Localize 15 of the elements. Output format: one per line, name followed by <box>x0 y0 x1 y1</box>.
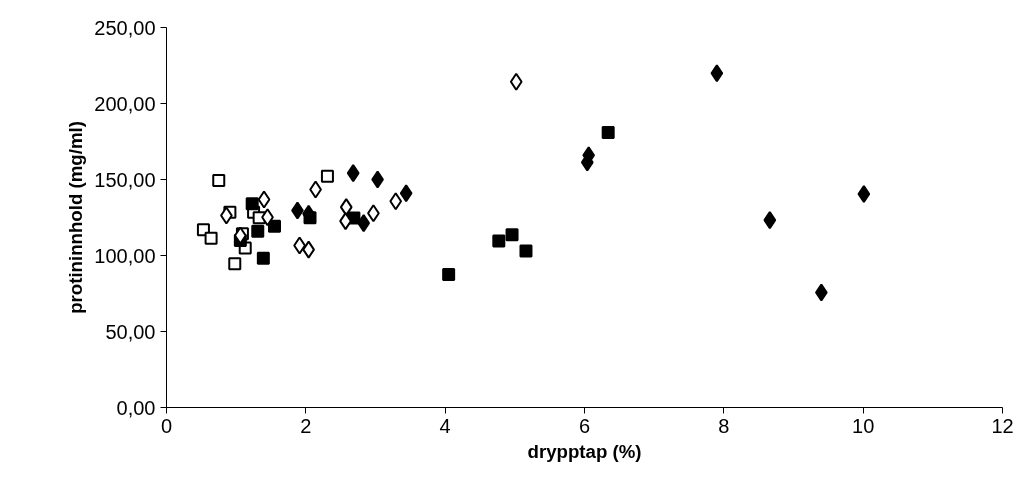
x-tick-label: 0 <box>160 414 173 437</box>
y-tick-label: 50,00 <box>105 320 156 343</box>
x-tick-label: 10 <box>852 414 875 437</box>
x-tick-label: 12 <box>991 414 1014 437</box>
y-tick-label: 0,00 <box>116 396 156 419</box>
x-tick-label: 4 <box>439 414 451 437</box>
x-axis-title: drypptap (%) <box>527 440 642 462</box>
y-tick-label: 200,00 <box>94 92 156 115</box>
x-tick-label: 6 <box>578 414 591 437</box>
x-tick-label: 8 <box>718 414 730 437</box>
y-tick-label: 150,00 <box>94 168 156 191</box>
y-tick-label: 100,00 <box>94 244 156 267</box>
x-tick-label: 2 <box>300 414 312 437</box>
y-tick-label: 250,00 <box>94 16 156 39</box>
y-axis-title: protininnhold (mg/ml) <box>65 121 87 314</box>
